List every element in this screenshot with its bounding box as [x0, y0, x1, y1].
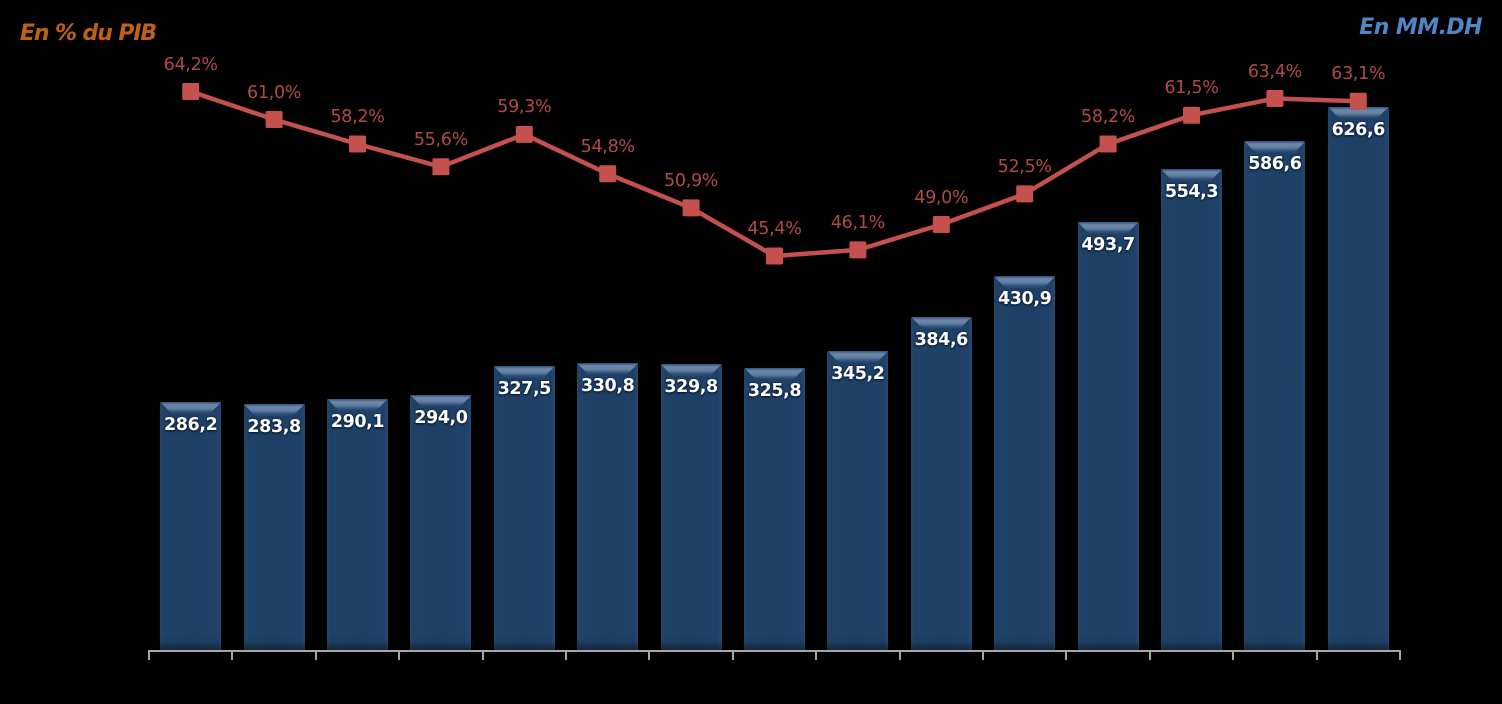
bar-value-label: 430,9 — [998, 289, 1052, 310]
bar-value-label: 283,8 — [247, 417, 301, 438]
line-value-label: 59,3% — [497, 97, 552, 118]
line-value-label: 49,0% — [914, 187, 969, 208]
bar-value-label: 384,6 — [914, 329, 969, 350]
x-axis-tick — [982, 651, 984, 660]
bar: 554,3 — [1161, 169, 1222, 651]
bar-value-label: 586,6 — [1248, 154, 1302, 175]
line-value-label: 52,5% — [997, 156, 1052, 177]
bar-value-label: 294,0 — [414, 408, 468, 429]
line-value-label: 45,4% — [747, 219, 802, 240]
bar-value-label: 290,1 — [330, 411, 385, 432]
x-axis-tick — [481, 651, 484, 660]
line-marker — [766, 247, 783, 265]
right-axis-title: En MM.DH — [1359, 15, 1482, 40]
x-axis-tick — [815, 651, 818, 660]
bar: 327,5 — [493, 366, 555, 651]
line-value-label: 63,4% — [1247, 61, 1302, 82]
x-axis-tick — [1399, 651, 1401, 660]
x-axis-tick — [1315, 651, 1318, 660]
line-value-label: 63,1% — [1331, 64, 1386, 85]
bar-value-label: 493,7 — [1081, 234, 1135, 255]
line-value-label: 64,2% — [163, 54, 218, 75]
line-value-label: 58,2% — [1081, 107, 1136, 128]
line-marker — [849, 241, 867, 259]
bar-value-label: 327,5 — [497, 379, 552, 400]
x-axis-tick — [1065, 651, 1068, 660]
line-marker — [1183, 106, 1200, 124]
line-marker — [1349, 92, 1367, 110]
bar: 325,8 — [744, 367, 805, 651]
x-axis-tick — [565, 651, 567, 660]
line-marker — [1016, 185, 1034, 203]
bar: 294,0 — [410, 395, 472, 651]
line-marker — [432, 158, 450, 176]
bar-value-label: 626,6 — [1331, 119, 1386, 140]
bar-value-label: 286,2 — [164, 415, 218, 436]
x-axis-tick — [1148, 651, 1151, 660]
line-value-label: 55,6% — [413, 129, 468, 150]
line-marker — [265, 111, 283, 128]
line-marker — [515, 125, 533, 143]
line-value-label: 58,2% — [330, 107, 385, 128]
line-marker — [182, 83, 200, 100]
x-axis-tick — [398, 651, 401, 660]
bar: 493,7 — [1077, 221, 1139, 651]
line-value-label: 54,8% — [580, 136, 635, 157]
x-axis-tick — [898, 651, 901, 660]
x-axis-tick — [731, 651, 734, 660]
x-axis-tick — [1232, 651, 1235, 660]
x-axis-line — [148, 649, 1401, 652]
x-axis-tick — [314, 651, 317, 660]
bar: 290,1 — [327, 398, 388, 651]
line-marker — [1266, 90, 1284, 107]
bar: 430,9 — [994, 276, 1056, 651]
bar-value-label: 325,8 — [747, 380, 802, 401]
bar-value-label: 345,2 — [831, 363, 885, 384]
x-axis-tick — [648, 651, 651, 660]
bar: 626,6 — [1327, 106, 1389, 651]
bar: 286,2 — [160, 402, 222, 651]
line-marker — [349, 135, 366, 153]
x-axis-tick — [148, 651, 150, 660]
x-axis-tick — [231, 651, 234, 660]
line-marker — [682, 199, 700, 217]
line-value-label: 61,5% — [1164, 78, 1219, 99]
line-value-label: 46,1% — [830, 212, 885, 233]
line-value-label: 61,0% — [247, 82, 302, 103]
bar: 329,8 — [660, 364, 722, 651]
bar: 345,2 — [827, 350, 889, 651]
bar: 330,8 — [577, 363, 639, 651]
line-marker — [1099, 135, 1117, 153]
line-marker — [599, 165, 617, 183]
bar: 586,6 — [1244, 141, 1306, 651]
bar-value-label: 329,8 — [664, 377, 718, 398]
line-marker — [932, 216, 950, 233]
bar-value-label: 330,8 — [581, 376, 635, 397]
line-value-label: 50,9% — [664, 170, 719, 191]
bar-value-label: 554,3 — [1164, 182, 1219, 203]
bar: 384,6 — [910, 316, 972, 651]
bar: 283,8 — [243, 404, 305, 651]
left-axis-title: En % du PIB — [20, 21, 157, 46]
